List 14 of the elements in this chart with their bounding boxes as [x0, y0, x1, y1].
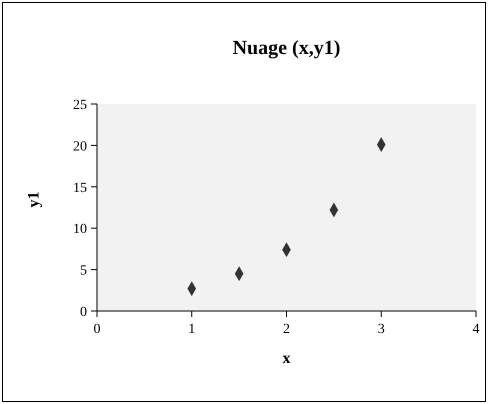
x-tick-label: 3: [378, 322, 385, 337]
y-tick-label: 5: [80, 264, 87, 279]
x-axis-title: x: [282, 350, 290, 367]
y-tick-label: 10: [73, 222, 87, 238]
x-tick-label: 0: [94, 322, 100, 337]
x-tick-label: 4: [472, 322, 480, 337]
y-tick-label: 15: [73, 180, 87, 196]
y-tick-label: 20: [73, 139, 87, 154]
chart-title: Nuage (x,y1): [232, 37, 342, 60]
y-tick-label: 0: [80, 304, 87, 320]
x-tick-label: 2: [283, 322, 290, 337]
x-tick-label: 1: [188, 322, 196, 337]
y-axis-title: y1: [26, 192, 43, 208]
y-tick-label: 25: [73, 98, 87, 113]
